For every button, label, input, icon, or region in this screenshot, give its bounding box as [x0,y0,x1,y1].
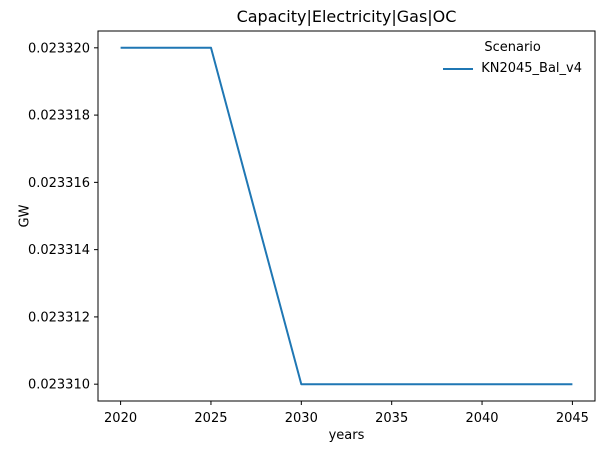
y-tick-label: 0.023312 [28,310,90,325]
legend: Scenario KN2045_Bal_v4 [443,40,582,76]
y-tick-label: 0.023318 [28,109,90,124]
x-tick-label: 2030 [285,411,318,426]
y-tick-label: 0.023316 [28,176,90,191]
x-tick-label: 2035 [375,411,408,426]
data-line [120,46,573,386]
x-tick-label: 2020 [104,411,137,426]
axes-frame [97,30,596,402]
y-tick-label: 0.023320 [28,41,90,56]
legend-entry: KN2045_Bal_v4 [443,61,582,76]
x-tick-label: 2040 [465,411,498,426]
x-tick-label: 2025 [194,411,227,426]
x-axis-label: years [328,428,365,443]
legend-entry-label: KN2045_Bal_v4 [481,61,582,76]
legend-line-icon [443,67,474,70]
y-tick-label: 0.023310 [28,378,90,393]
chart-title: Capacity|Electricity|Gas|OC [236,7,457,26]
legend-title: Scenario [484,40,541,55]
x-tick-label: 2045 [556,411,589,426]
y-tick-label: 0.023314 [28,243,90,258]
